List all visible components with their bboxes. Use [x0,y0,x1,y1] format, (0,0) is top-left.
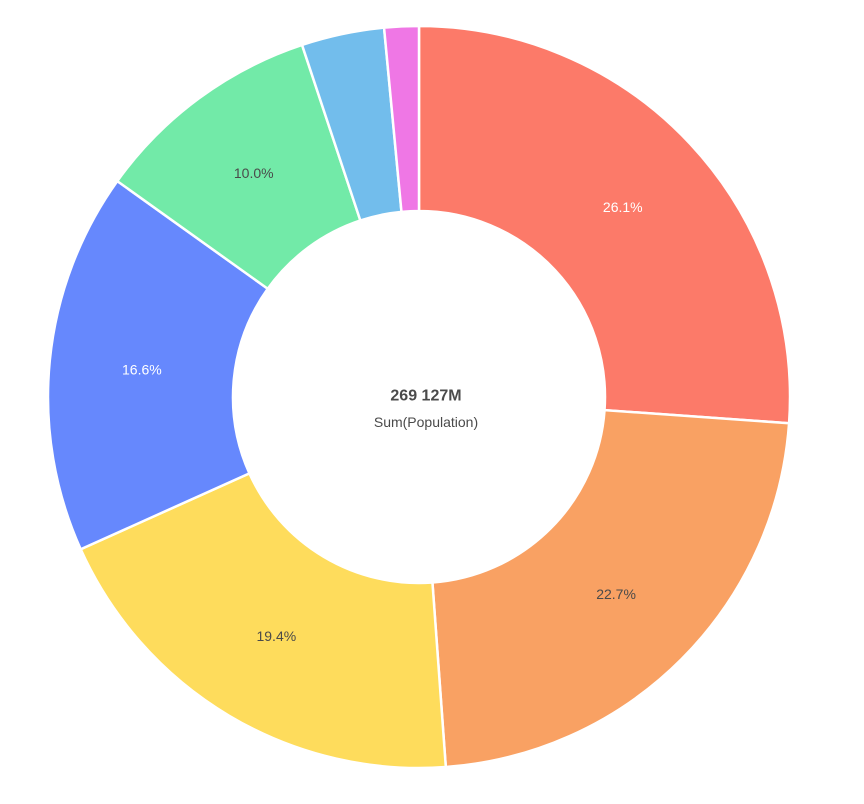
slice-label-5: 10.0% [234,165,274,181]
donut-slice-1[interactable] [417,24,792,425]
slice-group [46,24,792,770]
donut-slice-7[interactable] [382,24,421,214]
slice-label-group: 26.1% 22.7% 19.4% 16.6% 10.0% [122,165,643,644]
slice-label-3: 19.4% [256,628,296,644]
donut-slice-4[interactable] [46,179,270,551]
slice-label-4: 16.6% [122,361,162,377]
donut-slice-2[interactable] [431,408,791,769]
center-total-value: 269 127M [390,388,461,405]
slice-label-1: 26.1% [603,199,643,215]
center-caption: Sum(Population) [374,414,478,430]
slice-label-2: 22.7% [596,586,636,602]
donut-slice-3[interactable] [79,471,448,770]
